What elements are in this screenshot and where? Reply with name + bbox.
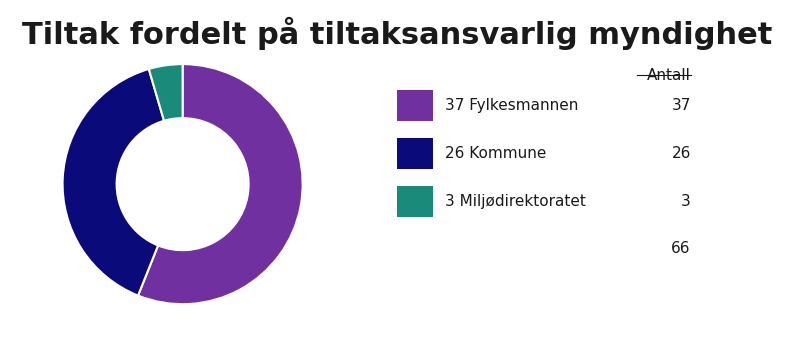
Text: 66: 66 bbox=[671, 241, 691, 256]
Text: 26 Kommune: 26 Kommune bbox=[445, 146, 546, 161]
Text: 37: 37 bbox=[672, 98, 691, 113]
Wedge shape bbox=[148, 64, 183, 121]
Text: 26: 26 bbox=[672, 146, 691, 161]
Wedge shape bbox=[138, 64, 303, 304]
Text: 3: 3 bbox=[681, 194, 691, 209]
Text: 37 Fylkesmannen: 37 Fylkesmannen bbox=[445, 98, 578, 113]
Text: Antall: Antall bbox=[647, 68, 691, 83]
Text: 3 Miljødirektoratet: 3 Miljødirektoratet bbox=[445, 194, 585, 209]
Text: Tiltak fordelt på tiltaksansvarlig myndighet: Tiltak fordelt på tiltaksansvarlig myndi… bbox=[21, 17, 773, 50]
Wedge shape bbox=[63, 69, 164, 296]
